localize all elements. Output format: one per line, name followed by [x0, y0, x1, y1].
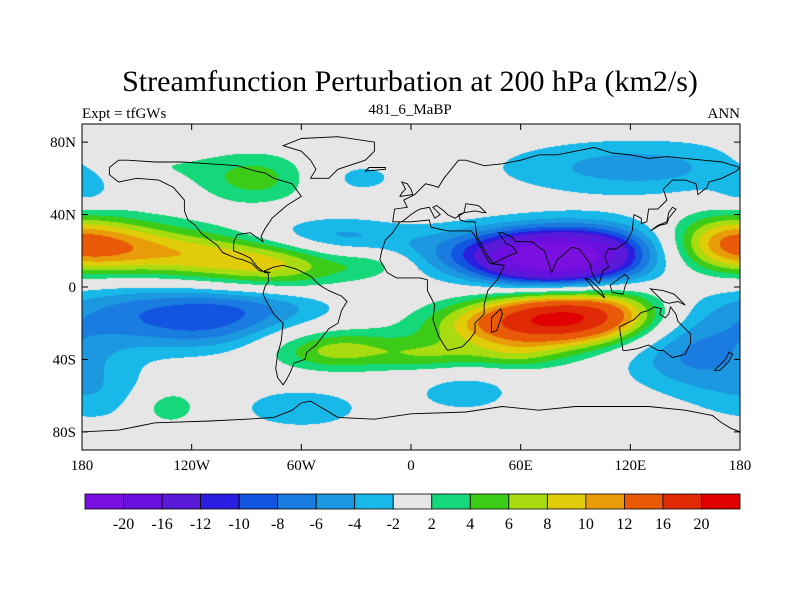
colorbar-label: 16	[655, 516, 671, 533]
season-label: ANN	[708, 106, 741, 122]
colorbar-label: 20	[693, 516, 709, 533]
coastline-outline	[490, 307, 503, 333]
colorbar-swatch	[585, 493, 625, 510]
colorbar-label: -12	[190, 516, 211, 533]
colorbar-swatch	[161, 493, 201, 510]
x-axis-ticks: 180 120W 60W 0 60E 120E 180	[71, 124, 752, 474]
x-tick-label: 180	[729, 458, 752, 474]
coastline-outline	[364, 167, 386, 172]
colorbar-swatch	[469, 493, 510, 510]
x-tick-label: 60E	[509, 458, 533, 474]
experiment-label: Expt = tfGWs	[82, 106, 166, 122]
y-tick-label: 80S	[53, 425, 76, 441]
colorbar-swatch	[238, 493, 279, 510]
coastline-outline	[392, 147, 740, 285]
colorbar-label: -6	[310, 516, 323, 533]
y-axis-ticks: 80N 40N 0 40S 80S	[50, 135, 740, 441]
coastline-outline	[713, 351, 734, 371]
coastline-outline	[649, 288, 686, 306]
contour-fill	[82, 124, 740, 450]
coastline-outline	[82, 400, 740, 450]
colorbar-swatch	[200, 493, 240, 510]
colorbar-swatch	[392, 493, 433, 510]
colorbar-swatch	[701, 493, 741, 510]
colorbar-swatch	[315, 493, 356, 510]
colorbar-label: -8	[271, 516, 284, 533]
colorbar-label: -10	[228, 516, 249, 533]
colorbar-swatch	[354, 493, 394, 510]
colorbar-swatch	[546, 493, 587, 510]
coastline-outline	[584, 277, 606, 299]
coastline-outline	[108, 159, 302, 273]
coastline-outline	[399, 181, 414, 197]
colorbar-swatch	[431, 493, 471, 510]
coastline-outline	[650, 206, 677, 232]
colorbar-label: 12	[616, 516, 632, 533]
colorbar-label: -16	[151, 516, 172, 533]
coastline-outline	[262, 264, 348, 386]
x-tick-label: 180	[71, 458, 94, 474]
y-tick-label: 80N	[50, 135, 76, 151]
x-tick-label: 120W	[173, 458, 211, 474]
map-panel: 180 120W 60W 0 60E 120E 180 80N 40N 0 40S 80S	[50, 123, 752, 474]
x-tick-label: 0	[407, 458, 415, 474]
y-tick-label: 40N	[50, 208, 76, 224]
chart-title: Streamfunction Perturbation at 200 hPa (…	[122, 65, 698, 98]
y-tick-label: 40S	[53, 352, 76, 368]
colorbar-label: -4	[348, 516, 361, 533]
coastline-outline	[281, 136, 375, 179]
colorbar-swatch	[624, 493, 664, 510]
colorbar-swatch	[84, 493, 124, 510]
colorbar-swatch	[277, 493, 317, 510]
colorbar-label: -20	[113, 516, 134, 533]
case-label: 481_6_MaBP	[368, 102, 451, 118]
x-tick-label: 60W	[287, 458, 317, 474]
colorbar-swatch	[662, 493, 702, 510]
colorbar-label: 2	[428, 516, 436, 533]
colorbar-label: 8	[543, 516, 551, 533]
coastlines	[82, 136, 740, 450]
colorbar-label: 10	[578, 516, 594, 533]
colorbar-swatch	[508, 493, 548, 510]
colorbar-label: 4	[466, 516, 474, 533]
x-tick-label: 120E	[614, 458, 646, 474]
colorbar-swatch	[123, 493, 163, 510]
coastline-outline	[379, 219, 505, 351]
colorbar-label: 6	[505, 516, 513, 533]
colorbar: -20 -16 -12 -10 -8 -6 -4 -2 2 4 6 8 10 12 16 20	[84, 493, 741, 533]
colorbar-label: -2	[387, 516, 400, 533]
coastline-outline	[618, 305, 692, 359]
y-tick-label: 0	[69, 280, 77, 296]
coastline-outline	[609, 273, 630, 295]
